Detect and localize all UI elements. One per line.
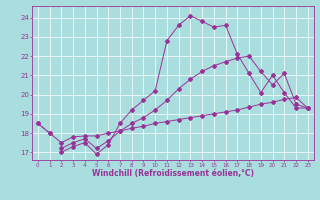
X-axis label: Windchill (Refroidissement éolien,°C): Windchill (Refroidissement éolien,°C): [92, 169, 254, 178]
